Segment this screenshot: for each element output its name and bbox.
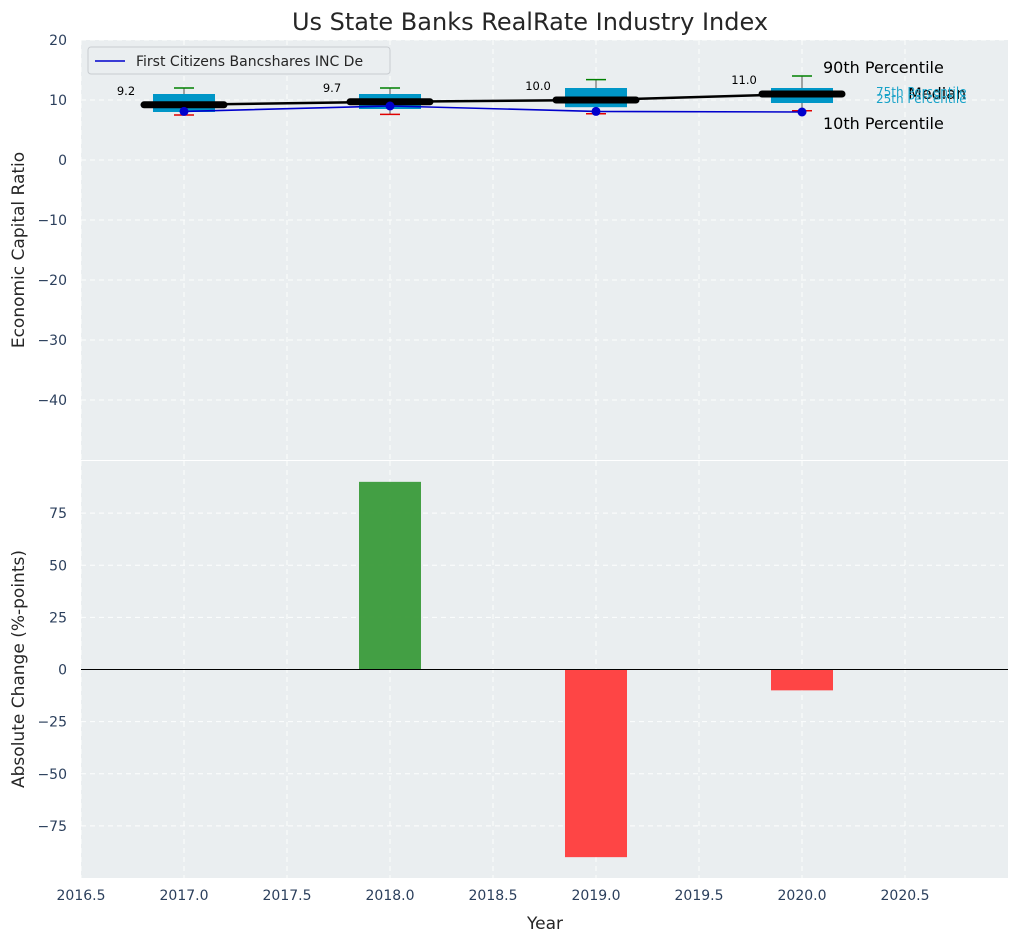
x-tick-label: 2018.5 — [469, 888, 518, 904]
company-series-point — [179, 106, 189, 116]
p90-annotation: 90th Percentile — [823, 58, 944, 77]
chart-title: Us State Banks RealRate Industry Index — [292, 8, 768, 36]
x-tick-label: 2017.0 — [160, 888, 209, 904]
bottom-y-tick-label: −50 — [37, 767, 67, 783]
change-bar — [771, 669, 833, 691]
legend-box — [87, 46, 391, 75]
top-y-tick-label: 20 — [49, 33, 67, 49]
p10-annotation: 10th Percentile — [823, 114, 944, 133]
q25-annotation: 25th Percentile — [876, 92, 967, 106]
median-annotation: Median — [908, 84, 966, 103]
bottom-y-tick-label: 50 — [49, 558, 67, 574]
top-y-axis-label: Economic Capital Ratio — [9, 152, 29, 348]
top-panel: 20 10 0 −10 −20 −30 −40 9.2 9.7 10.0 11.0 90th Perc… — [37, 33, 1008, 460]
q75-annotation: 75th Percentile — [876, 85, 967, 99]
x-tick-label: 2019.0 — [572, 888, 621, 904]
bottom-y-tick-label: −25 — [37, 715, 67, 731]
company-series-point — [385, 101, 395, 111]
x-tick-label: 2016.5 — [57, 888, 106, 904]
median-value-label: 10.0 — [525, 79, 551, 93]
bottom-y-tick-label: 75 — [49, 506, 67, 522]
bottom-y-tick-label: 0 — [58, 663, 67, 679]
x-tick-label: 2020.5 — [881, 888, 930, 904]
x-tick-label: 2017.5 — [263, 888, 312, 904]
top-y-tick-label: 0 — [58, 153, 67, 169]
bottom-y-axis-label: Absolute Change (%-points) — [9, 550, 29, 788]
company-series-point — [591, 106, 601, 116]
legend-entry-label: First Citizens Bancshares INC De — [136, 54, 363, 70]
change-bar — [565, 669, 627, 858]
bottom-y-tick-label: 25 — [49, 610, 67, 626]
x-tick-label: 2018.0 — [366, 888, 415, 904]
median-value-label: 9.7 — [323, 81, 341, 95]
change-bar — [359, 481, 421, 670]
median-value-label: 9.2 — [117, 84, 135, 98]
top-y-tick-label: −10 — [37, 213, 67, 229]
x-tick-label: 2020.0 — [778, 888, 827, 904]
x-axis-label: Year — [526, 914, 563, 934]
bottom-y-tick-label: −75 — [37, 819, 67, 835]
top-y-tick-label: 10 — [49, 93, 67, 109]
median-trend-line — [183, 92, 803, 107]
median-value-label: 11.0 — [731, 73, 757, 87]
company-series-point — [797, 107, 807, 117]
top-y-tick-label: −30 — [37, 333, 67, 349]
x-tick-label: 2019.5 — [675, 888, 724, 904]
company-series-line — [183, 105, 803, 113]
top-y-tick-label: −20 — [37, 273, 67, 289]
bottom-panel: 2016.5 2017.0 2017.5 2018.0 2018.5 2019.0 2019… — [37, 461, 1008, 904]
top-y-tick-label: −40 — [37, 393, 67, 409]
